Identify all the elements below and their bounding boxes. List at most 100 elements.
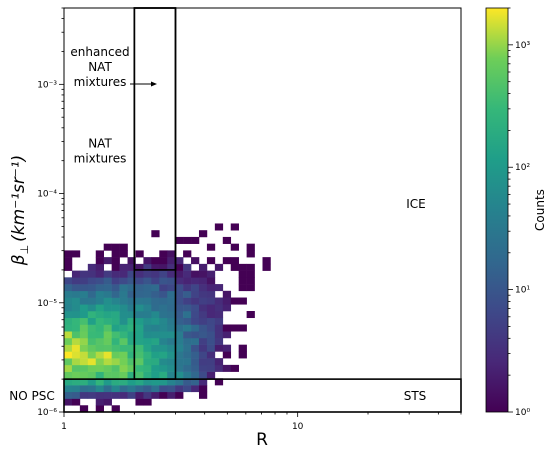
heatmap-cell <box>238 351 247 359</box>
heatmap-cell <box>95 337 104 345</box>
heatmap-cell <box>79 364 89 372</box>
heatmap-cell <box>167 385 176 393</box>
heatmap-cell <box>151 317 160 325</box>
heatmap-cell <box>222 324 232 332</box>
heatmap-cell <box>64 284 73 292</box>
heatmap-cell <box>151 331 160 339</box>
heatmap-cell <box>198 358 208 366</box>
heatmap-cell <box>119 378 128 386</box>
heatmap-cell <box>167 270 176 278</box>
heatmap-cell <box>127 344 136 352</box>
heatmap-cell <box>151 351 160 359</box>
heatmap-cell <box>119 290 128 298</box>
heatmap-cell <box>214 263 224 271</box>
heatmap-cell <box>191 277 200 285</box>
heatmap-cell <box>103 337 112 345</box>
heatmap-cell <box>191 317 200 325</box>
heatmap-cell <box>175 371 184 379</box>
heatmap-cell <box>151 257 160 265</box>
heatmap-cell <box>230 257 239 265</box>
heatmap-cell <box>111 324 120 332</box>
heatmap-cell <box>87 385 97 393</box>
x-tick-label: 10 <box>292 422 304 432</box>
heatmap-cell <box>151 311 160 319</box>
heatmap-cell <box>127 364 136 372</box>
heatmap-cell <box>214 358 224 366</box>
heatmap-cell <box>95 371 104 379</box>
heatmap-cell <box>151 304 160 312</box>
heatmap-cell <box>71 337 81 345</box>
heatmap-cell <box>191 290 200 298</box>
region-labels: NO PSC STSNATmixturesenhancedNATmixturesI… <box>9 45 426 403</box>
heatmap-cell <box>87 331 97 339</box>
heatmap-cell <box>175 304 184 312</box>
heatmap-cell <box>135 358 144 366</box>
heatmap-cell <box>151 277 160 285</box>
heatmap-cell <box>127 391 136 399</box>
heatmap-cell <box>103 391 112 399</box>
heatmap-cell <box>119 304 128 312</box>
heatmap-cell <box>127 351 136 359</box>
heatmap-cell <box>95 290 104 298</box>
heatmap-cell <box>151 364 160 372</box>
heatmap-cell <box>135 371 144 379</box>
heatmap-cell <box>198 331 208 339</box>
heatmap-cell <box>79 270 89 278</box>
heatmap-cell <box>159 391 168 399</box>
heatmap-cell <box>95 358 104 366</box>
heatmap-cell <box>111 358 120 366</box>
heatmap-cell <box>214 324 224 332</box>
heatmap-cell <box>206 371 216 379</box>
heatmap-cell <box>111 371 120 379</box>
heatmap-cell <box>143 263 152 271</box>
heatmap-cell <box>198 391 208 399</box>
colorbar-tick-label: 10³ <box>515 41 530 51</box>
heatmap-cell <box>103 398 112 406</box>
heatmap-cell <box>214 223 224 231</box>
heatmap-cell <box>198 344 208 352</box>
heatmap-cell <box>103 344 112 352</box>
heatmap-cell <box>111 304 120 312</box>
colorbar-ticks: 10⁰ 10¹ 10² 10³ <box>508 7 530 418</box>
heatmap-cell <box>198 297 208 305</box>
heatmap-cell <box>198 304 208 312</box>
heatmap-cell <box>246 284 255 292</box>
heatmap-cell <box>222 304 232 312</box>
heatmap-cell <box>159 378 168 386</box>
heatmap-cell <box>191 236 200 244</box>
heatmap-cell <box>111 284 120 292</box>
heatmap-cell <box>167 344 176 352</box>
heatmap-cell <box>159 290 168 298</box>
heatmap-cell <box>191 371 200 379</box>
heatmap-cell <box>191 364 200 372</box>
heatmap-cell <box>143 337 152 345</box>
heatmap-cell <box>103 358 112 366</box>
heatmap-cell <box>64 344 73 352</box>
heatmap-cell <box>87 364 97 372</box>
heatmap-cell <box>64 371 73 379</box>
heatmap-cell <box>151 284 160 292</box>
heatmap-cell <box>119 277 128 285</box>
heatmap-cell <box>143 358 152 366</box>
heatmap-cell <box>87 391 97 399</box>
heatmap-cell <box>238 263 247 271</box>
heatmap-cell <box>95 277 104 285</box>
colorbar <box>485 7 509 413</box>
heatmap-cell <box>198 337 208 345</box>
heatmap-cell <box>103 317 112 325</box>
heatmap-cell <box>246 243 255 251</box>
heatmap-cell <box>87 378 97 386</box>
heatmap-cell <box>71 391 81 399</box>
heatmap-cell <box>135 385 144 393</box>
heatmap-cell <box>151 371 160 379</box>
heatmap-cell <box>119 297 128 305</box>
heatmap-cell <box>151 263 160 271</box>
heatmap-cell <box>71 290 81 298</box>
heatmap-cell <box>175 290 184 298</box>
heatmap-cell <box>222 257 232 265</box>
heatmap-cell <box>87 351 97 359</box>
heatmap-cell <box>191 311 200 319</box>
heatmap-cell <box>151 358 160 366</box>
heatmap-cell <box>127 337 136 345</box>
